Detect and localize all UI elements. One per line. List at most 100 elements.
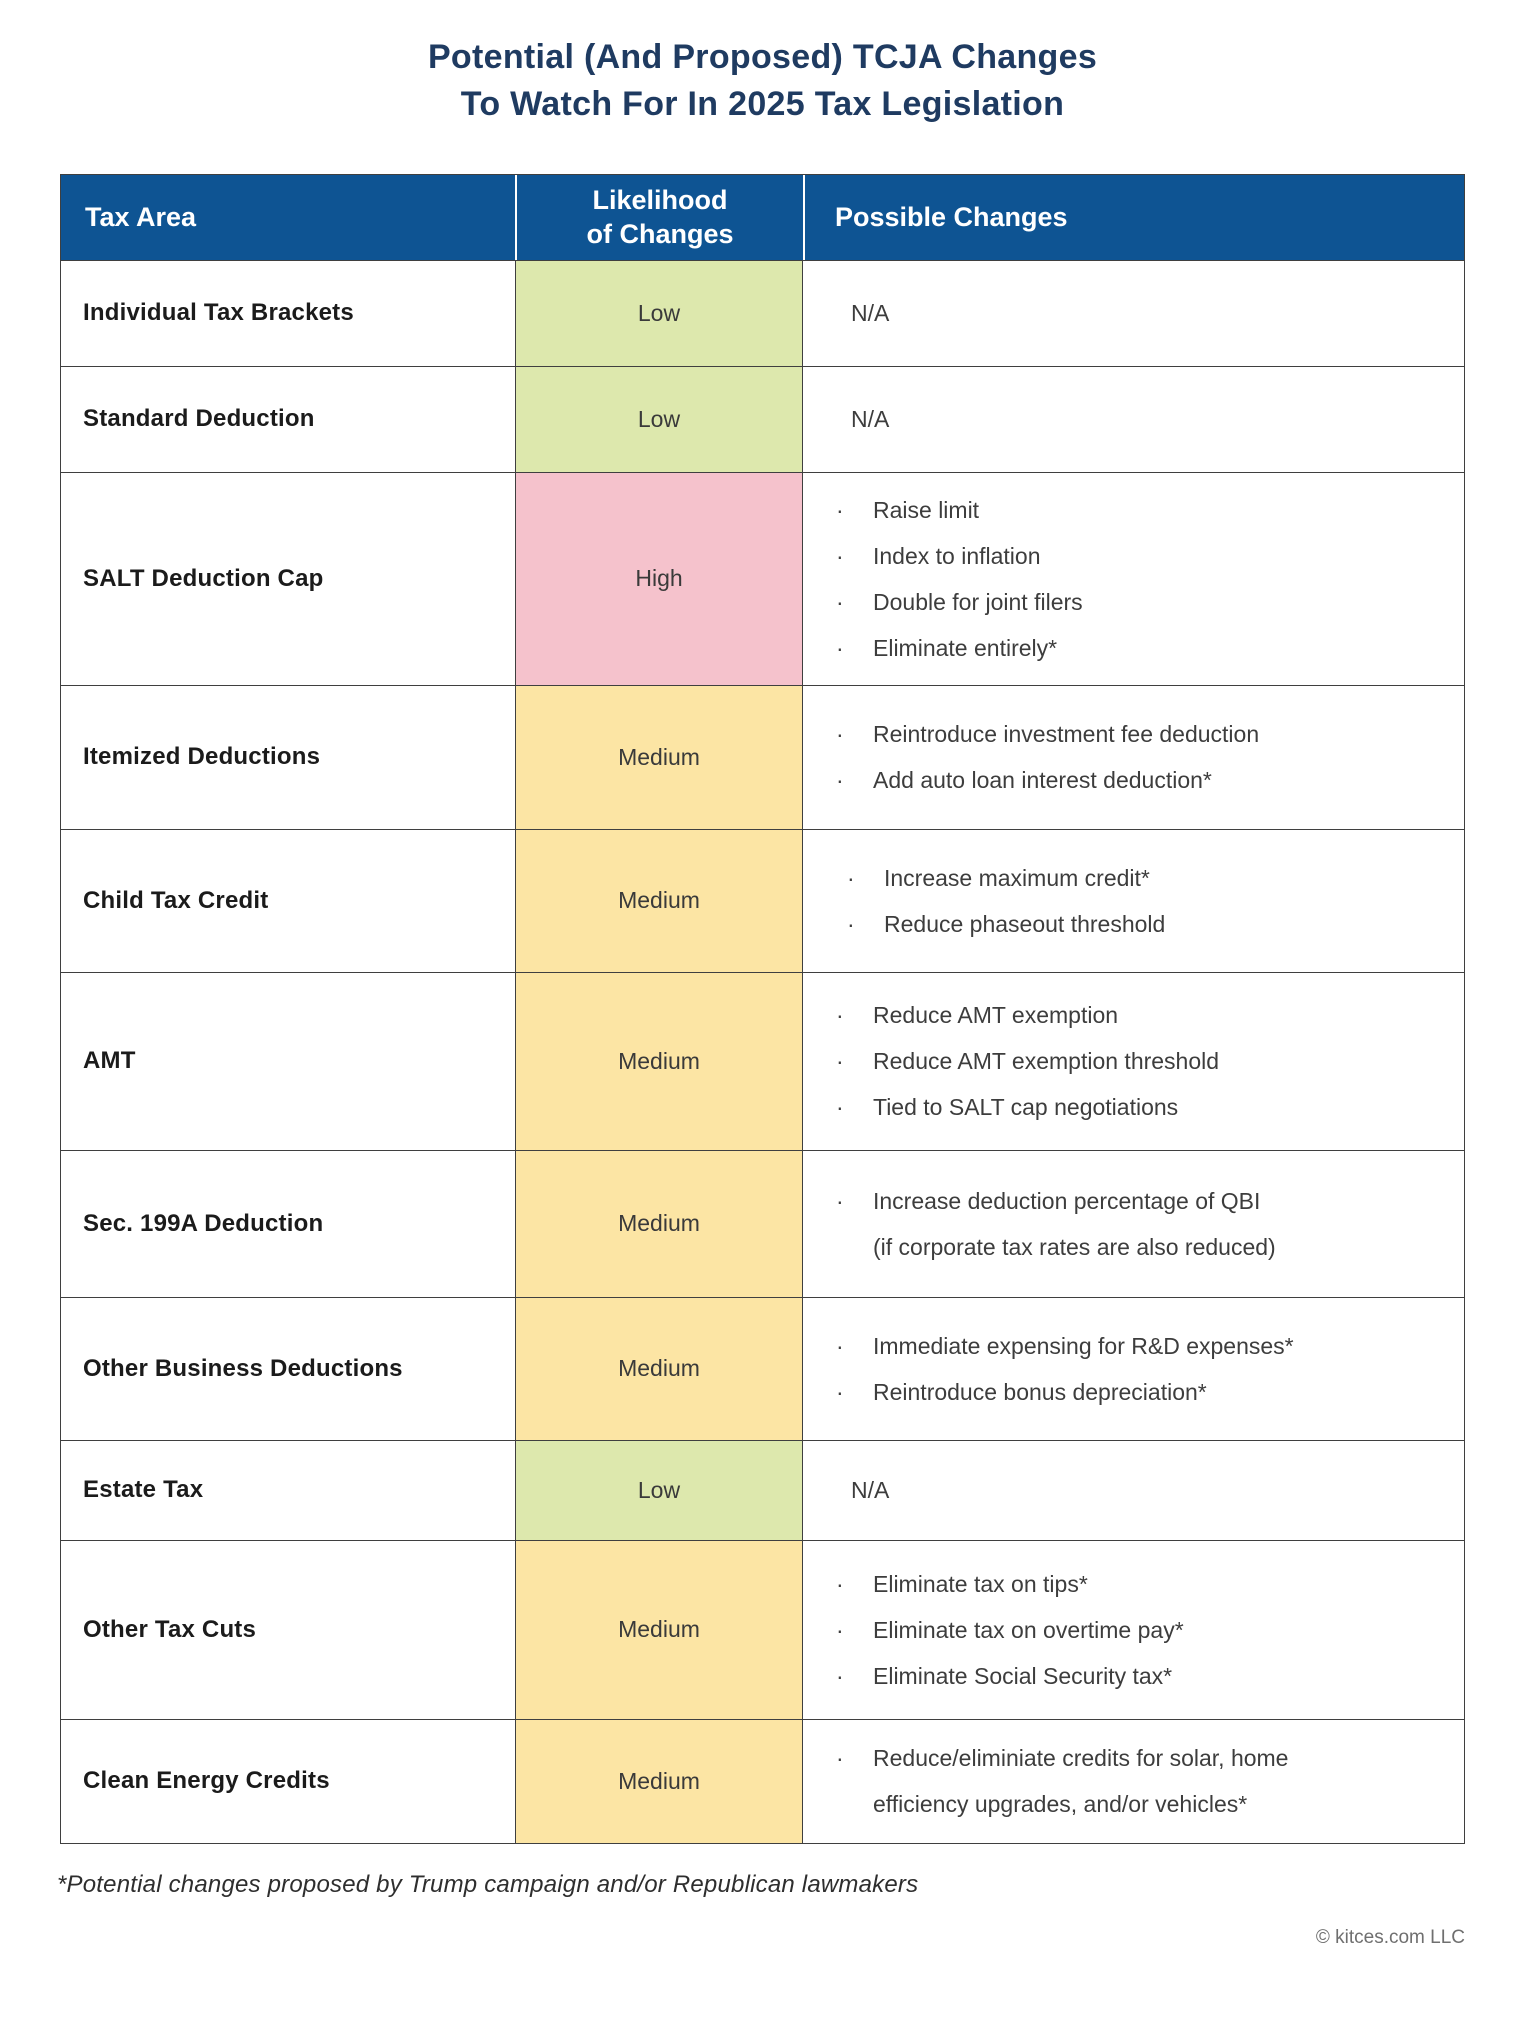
likelihood-cell: High [515, 472, 803, 685]
change-item: Reduce phaseout threshold [843, 901, 1165, 947]
na-label: N/A [851, 299, 890, 326]
possible-changes-cell: Increase maximum credit* Reduce phaseout… [803, 830, 1466, 972]
na-label: N/A [851, 1476, 890, 1503]
likelihood-label: Low [637, 1476, 681, 1503]
header-possible-changes-label: Possible Changes [835, 201, 1068, 232]
header-likelihood-label: Likelihood of Changes [586, 184, 734, 250]
change-item: Immediate expensing for R&D expenses* [832, 1323, 1294, 1369]
changes-list: Eliminate tax on tips* Eliminate tax on … [803, 1561, 1184, 1699]
likelihood-cell: Low [515, 260, 803, 366]
table-row-amt: AMT Medium Reduce AMT exemption Reduce A… [61, 971, 1466, 1150]
likelihood-label: Medium [618, 1047, 700, 1074]
likelihood-cell: Medium [515, 1150, 803, 1297]
likelihood-label: Medium [618, 743, 700, 770]
possible-changes-cell: N/A [803, 1441, 1466, 1540]
footnote: *Potential changes proposed by Trump cam… [57, 1870, 919, 1898]
likelihood-label: Medium [618, 887, 700, 914]
changes-list: Increase deduction percentage of QBI (if… [803, 1178, 1276, 1270]
likelihood-label: Medium [618, 1767, 700, 1794]
tax-area-label: AMT [83, 1047, 136, 1075]
tax-area-label: Standard Deduction [83, 405, 315, 433]
likelihood-label: Medium [618, 1355, 700, 1382]
changes-list: Immediate expensing for R&D expenses* Re… [803, 1323, 1294, 1415]
tax-area-label: Other Tax Cuts [83, 1615, 257, 1643]
possible-changes-cell: N/A [803, 261, 1466, 366]
header-tax-area: Tax Area [61, 175, 515, 260]
tcja-changes-table: Tax Area Likelihood of Changes Possible … [60, 173, 1466, 1844]
likelihood-label: Medium [618, 1210, 700, 1237]
tax-area-label: Itemized Deductions [83, 743, 321, 771]
tax-area-label: Child Tax Credit [83, 886, 269, 914]
change-item: Raise limit [832, 487, 1083, 533]
likelihood-cell: Medium [515, 829, 803, 972]
changes-list: Increase maximum credit* Reduce phaseout… [803, 855, 1165, 947]
likelihood-cell: Medium [515, 972, 803, 1150]
header-possible-changes: Possible Changes [803, 174, 1466, 260]
likelihood-cell: Low [515, 366, 803, 472]
table-row-child-tax-credit: Child Tax Credit Medium Increase maximum… [61, 828, 1466, 972]
change-item: Eliminate tax on tips* [832, 1561, 1184, 1607]
tax-area-label: Clean Energy Credits [83, 1767, 330, 1795]
page-title: Potential (And Proposed) TCJA Changes To… [0, 34, 1525, 128]
likelihood-cell: Medium [515, 685, 803, 829]
possible-changes-cell: Increase deduction percentage of QBI (if… [803, 1151, 1466, 1297]
tax-area-cell: Child Tax Credit [61, 830, 515, 972]
page-title-line1: Potential (And Proposed) TCJA Changes [427, 38, 1098, 76]
change-item: Increase deduction percentage of QBI (if… [832, 1178, 1276, 1270]
change-item: Reintroduce bonus depreciation* [832, 1369, 1294, 1415]
possible-changes-cell: Raise limit Index to inflation Double fo… [803, 473, 1466, 685]
tax-area-label: Individual Tax Brackets [83, 299, 354, 327]
change-item: Eliminate Social Security tax* [832, 1653, 1184, 1699]
tax-area-cell: Itemized Deductions [61, 686, 515, 829]
possible-changes-cell: Reduce/eliminiate credits for solar, hom… [803, 1720, 1466, 1843]
likelihood-cell: Medium [515, 1719, 803, 1843]
likelihood-label: Low [637, 405, 681, 432]
tax-area-cell: Individual Tax Brackets [61, 261, 515, 366]
change-item: Eliminate tax on overtime pay* [832, 1607, 1184, 1653]
tax-area-cell: Estate Tax [61, 1441, 515, 1540]
table-row-clean-energy-credits: Clean Energy Credits Medium Reduce/elimi… [61, 1718, 1466, 1843]
header-tax-area-label: Tax Area [85, 201, 197, 232]
changes-list: Reduce AMT exemption Reduce AMT exemptio… [803, 992, 1219, 1130]
change-item: Reduce/eliminiate credits for solar, hom… [832, 1735, 1288, 1827]
tax-area-cell: Standard Deduction [61, 367, 515, 472]
tax-area-label: Other Business Deductions [83, 1354, 403, 1382]
page-title-line2: To Watch For In 2025 Tax Legislation [460, 84, 1065, 123]
changes-list: Reintroduce investment fee deduction Add… [803, 711, 1259, 803]
likelihood-label: Low [637, 299, 681, 326]
na-label: N/A [851, 405, 890, 432]
tax-area-cell: Sec. 199A Deduction [61, 1151, 515, 1297]
tax-area-cell: Clean Energy Credits [61, 1720, 515, 1843]
possible-changes-cell: Immediate expensing for R&D expenses* Re… [803, 1298, 1466, 1440]
table-row-estate-tax: Estate Tax Low N/A [61, 1439, 1466, 1540]
table-row-salt-deduction-cap: SALT Deduction Cap High Raise limit Inde… [61, 471, 1466, 685]
possible-changes-cell: Reduce AMT exemption Reduce AMT exemptio… [803, 973, 1466, 1150]
change-item: Eliminate entirely* [832, 625, 1083, 671]
table-row-sec-199a-deduction: Sec. 199A Deduction Medium Increase dedu… [61, 1149, 1466, 1297]
change-item: Tied to SALT cap negotiations [832, 1084, 1219, 1130]
likelihood-cell: Medium [515, 1540, 803, 1719]
table-row-other-tax-cuts: Other Tax Cuts Medium Eliminate tax on t… [61, 1539, 1464, 1719]
change-item: Add auto loan interest deduction* [832, 757, 1259, 803]
tax-area-cell: Other Business Deductions [61, 1298, 515, 1440]
change-item: Reintroduce investment fee deduction [832, 711, 1259, 757]
likelihood-cell: Medium [515, 1297, 803, 1440]
possible-changes-cell: N/A [803, 367, 1466, 472]
tax-area-cell: AMT [61, 973, 515, 1150]
likelihood-label: High [635, 565, 683, 592]
table-header-row: Tax Area Likelihood of Changes Possible … [61, 174, 1466, 260]
copyright-notice: © kitces.com LLC [1315, 1926, 1465, 1948]
likelihood-cell: Low [515, 1440, 803, 1540]
change-item: Double for joint filers [832, 579, 1083, 625]
table-row-other-business-deductions: Other Business Deductions Medium Immedia… [61, 1296, 1466, 1440]
changes-list: Reduce/eliminiate credits for solar, hom… [803, 1735, 1288, 1827]
possible-changes-cell: Reintroduce investment fee deduction Add… [803, 686, 1466, 829]
table-row-itemized-deductions: Itemized Deductions Medium Reintroduce i… [61, 684, 1466, 829]
change-item: Increase maximum credit* [843, 855, 1165, 901]
tax-area-label: Sec. 199A Deduction [83, 1209, 324, 1237]
table-row-individual-tax-brackets: Individual Tax Brackets Low N/A [61, 259, 1466, 366]
table-row-standard-deduction: Standard Deduction Low N/A [61, 365, 1466, 472]
change-item: Reduce AMT exemption threshold [832, 1038, 1219, 1084]
likelihood-label: Medium [618, 1616, 700, 1643]
tax-area-cell: Other Tax Cuts [61, 1541, 515, 1719]
